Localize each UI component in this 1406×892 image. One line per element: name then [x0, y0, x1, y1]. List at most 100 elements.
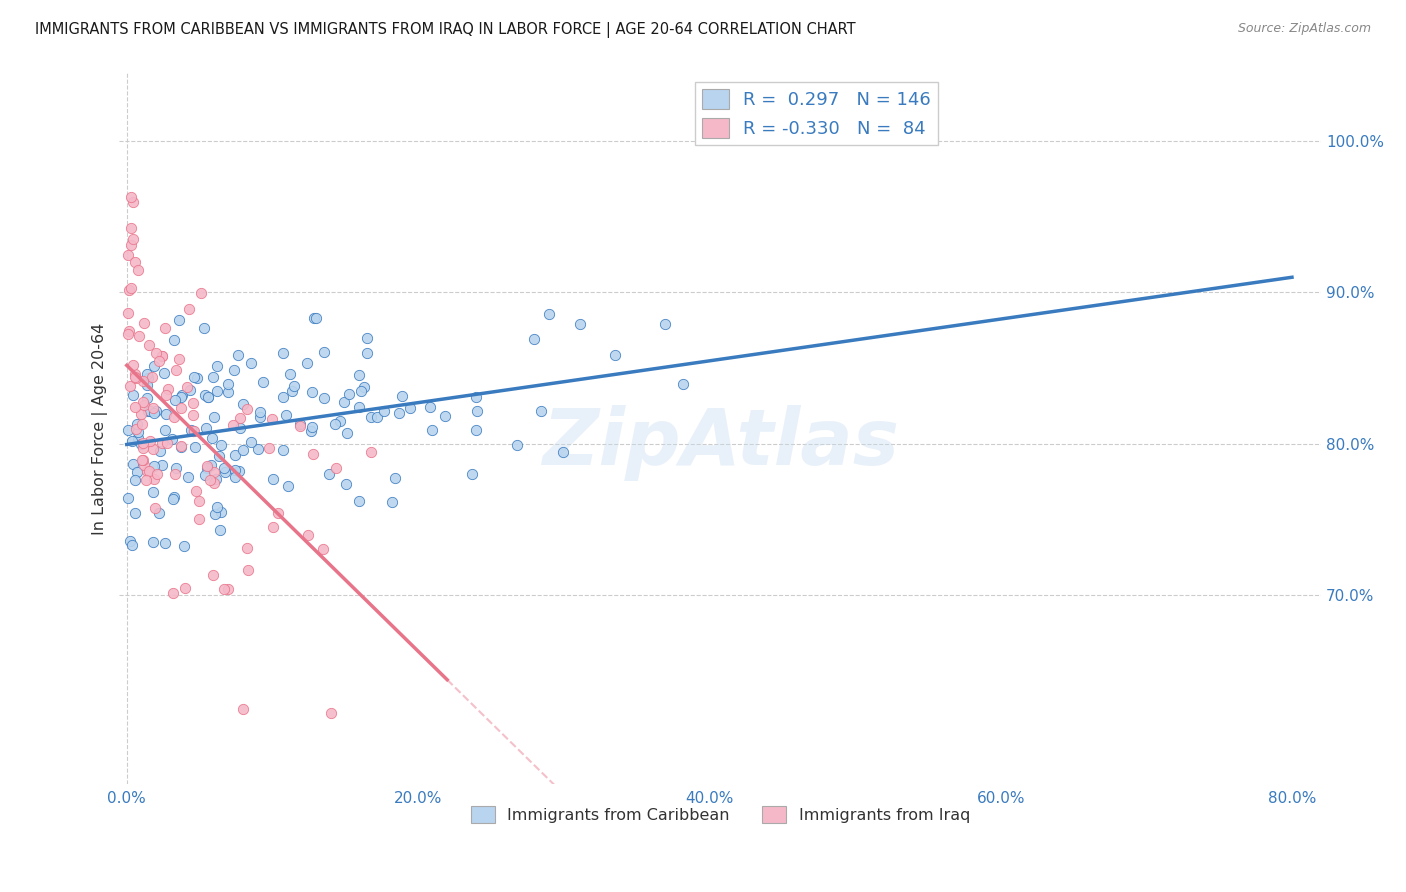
Point — [118, 324, 141, 338]
Point — [229, 420, 252, 434]
Point — [131, 417, 153, 431]
Point — [229, 411, 252, 425]
Point — [125, 422, 148, 436]
Point — [325, 460, 347, 475]
Point — [162, 586, 184, 600]
Point — [136, 391, 159, 405]
Point — [217, 376, 239, 391]
Point — [239, 356, 262, 370]
Point — [142, 442, 165, 456]
Point — [205, 472, 228, 486]
Point — [202, 465, 225, 479]
Point — [277, 479, 299, 493]
Point — [181, 424, 204, 438]
Point — [184, 483, 207, 498]
Point — [312, 391, 335, 405]
Point — [124, 367, 146, 381]
Point — [347, 493, 370, 508]
Point — [202, 409, 225, 424]
Point — [121, 537, 143, 551]
Point — [273, 390, 295, 404]
Legend: Immigrants from Caribbean, Immigrants from Iraq: Immigrants from Caribbean, Immigrants fr… — [464, 799, 976, 830]
Point — [360, 445, 382, 459]
Point — [120, 190, 142, 204]
Point — [152, 436, 174, 450]
Point — [153, 321, 176, 335]
Point — [117, 248, 139, 262]
Point — [224, 470, 246, 484]
Point — [301, 385, 323, 400]
Point — [152, 366, 174, 380]
Point — [132, 398, 155, 412]
Point — [148, 506, 170, 520]
Point — [207, 359, 229, 373]
Point — [179, 383, 201, 397]
Point — [163, 410, 186, 425]
Point — [169, 351, 191, 366]
Point — [142, 473, 165, 487]
Point — [274, 408, 297, 422]
Point — [127, 431, 149, 445]
Point — [249, 405, 271, 419]
Point — [120, 281, 142, 295]
Point — [121, 458, 143, 472]
Point — [150, 349, 173, 363]
Point — [305, 311, 328, 326]
Point — [163, 490, 186, 504]
Point — [366, 410, 388, 425]
Point — [122, 359, 145, 373]
Point — [193, 320, 215, 334]
Point — [350, 384, 373, 399]
Point — [207, 449, 229, 463]
Point — [135, 473, 157, 487]
Point — [212, 461, 235, 475]
Point — [197, 391, 219, 405]
Point — [232, 397, 254, 411]
Point — [194, 388, 217, 402]
Point — [117, 326, 139, 341]
Point — [235, 541, 257, 556]
Point — [176, 380, 198, 394]
Point — [200, 431, 222, 445]
Point — [301, 420, 323, 434]
Point — [127, 425, 149, 439]
Point — [252, 375, 274, 389]
Point — [180, 423, 202, 437]
Point — [671, 376, 693, 391]
Point — [347, 368, 370, 383]
Point — [173, 582, 195, 596]
Point — [177, 302, 200, 317]
Point — [202, 370, 225, 384]
Point — [465, 404, 488, 418]
Point — [302, 311, 325, 326]
Point — [568, 317, 591, 331]
Point — [329, 414, 352, 428]
Point — [262, 472, 284, 486]
Point — [217, 582, 239, 596]
Point — [120, 238, 142, 252]
Point — [420, 423, 443, 437]
Point — [249, 410, 271, 425]
Point — [127, 465, 149, 479]
Point — [232, 702, 254, 716]
Point — [165, 460, 187, 475]
Point — [117, 306, 139, 320]
Point — [273, 443, 295, 458]
Point — [299, 425, 322, 439]
Point — [202, 475, 225, 490]
Point — [347, 400, 370, 414]
Point — [208, 523, 231, 537]
Point — [195, 460, 218, 475]
Point — [461, 467, 484, 482]
Point — [155, 387, 177, 401]
Point — [236, 564, 259, 578]
Point — [295, 356, 318, 370]
Point — [163, 392, 186, 407]
Point — [267, 506, 290, 520]
Point — [136, 464, 159, 478]
Point — [141, 370, 163, 384]
Point — [232, 443, 254, 458]
Point — [391, 388, 413, 402]
Point — [224, 448, 246, 462]
Point — [356, 331, 378, 345]
